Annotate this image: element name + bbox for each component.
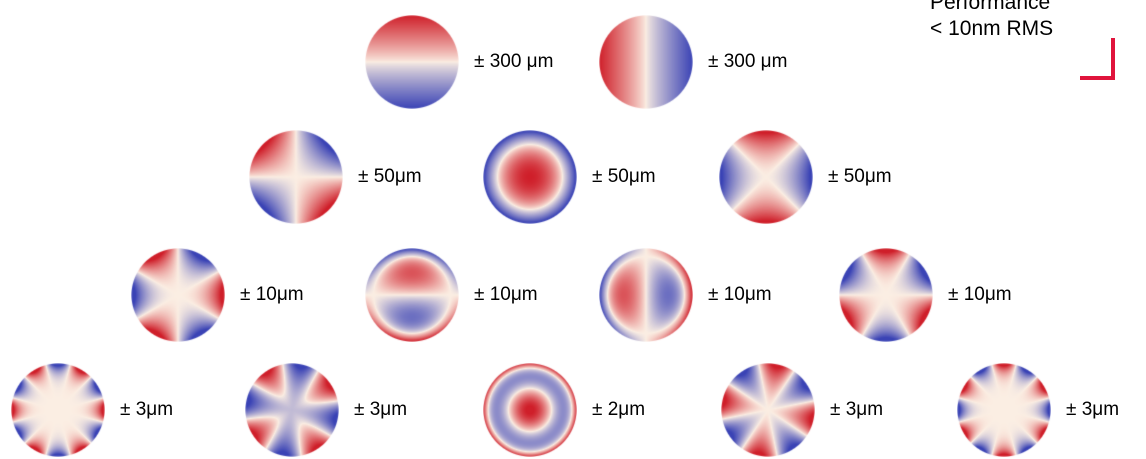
hexafoil-map-a-range-label: ± 3μm bbox=[120, 399, 174, 420]
trefoil-map-b-range-label: ± 10μm bbox=[948, 284, 1012, 305]
horizontal-gradient-map bbox=[599, 15, 693, 109]
vertical-coma-map-range-label: ± 10μm bbox=[474, 284, 538, 305]
diagonal-saddle-map bbox=[249, 130, 343, 224]
hexafoil-map-b bbox=[957, 363, 1051, 457]
vertical-gradient-map-range-label: ± 300 μm bbox=[474, 51, 554, 72]
horizontal-coma-map-range-label: ± 10μm bbox=[708, 284, 772, 305]
quadrafoil-map-blue bbox=[245, 363, 339, 457]
vertical-gradient-map bbox=[365, 15, 459, 109]
horizontal-coma-map bbox=[599, 248, 693, 342]
radial-focus-map-range-label: ± 50μm bbox=[592, 166, 656, 187]
quadrafoil-map-red bbox=[721, 363, 815, 457]
quadrafoil-map-red-range-label: ± 3μm bbox=[830, 399, 884, 420]
quadrafoil-map-blue-range-label: ± 3μm bbox=[354, 399, 408, 420]
trefoil-map-a-range-label: ± 10μm bbox=[240, 284, 304, 305]
performance-label: Performance < 10nm RMS bbox=[930, 0, 1120, 42]
spherical-map-range-label: ± 2μm bbox=[592, 399, 646, 420]
radial-focus-map bbox=[483, 130, 577, 224]
horizontal-gradient-map-range-label: ± 300 μm bbox=[708, 51, 788, 72]
trefoil-map-b bbox=[839, 248, 933, 342]
performance-title: Performance bbox=[930, 0, 1051, 14]
performance-rms: < 10nm RMS bbox=[930, 17, 1054, 40]
spherical-map bbox=[483, 363, 577, 457]
corner-bracket-icon bbox=[1080, 38, 1115, 80]
diagonal-saddle-map-range-label: ± 50μm bbox=[358, 166, 422, 187]
trefoil-map-a bbox=[131, 248, 225, 342]
hexafoil-map-b-range-label: ± 3μm bbox=[1066, 399, 1120, 420]
axial-saddle-map-range-label: ± 50μm bbox=[828, 166, 892, 187]
axial-saddle-map bbox=[719, 130, 813, 224]
hexafoil-map-a bbox=[11, 363, 105, 457]
vertical-coma-map bbox=[365, 248, 459, 342]
